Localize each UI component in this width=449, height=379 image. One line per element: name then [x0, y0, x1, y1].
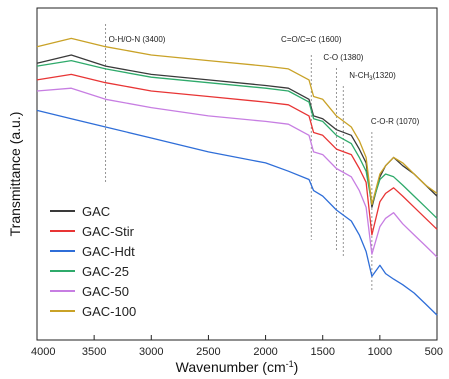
legend-label: GAC	[82, 204, 110, 219]
x-tick-label: 2000	[253, 346, 277, 358]
x-tick-label: 500	[425, 346, 443, 358]
series-line-gac-25	[36, 59, 438, 219]
annotation-lines	[105, 24, 373, 290]
legend-label: GAC-50	[82, 284, 129, 299]
x-tick-label: 1500	[310, 346, 334, 358]
series-line-gac-100	[36, 37, 438, 206]
x-tick-label: 3000	[139, 346, 163, 358]
series-lines	[36, 37, 438, 316]
legend: GAC GAC-Stir GAC-Hdt GAC-25 GAC-50 GAC-100	[50, 204, 136, 319]
annotation-label: C-O-R (1070)	[371, 117, 420, 126]
x-tick-label: 1000	[368, 346, 392, 358]
legend-label: GAC-25	[82, 264, 129, 279]
y-axis-title: Transmittance (a.u.)	[7, 112, 23, 237]
annotation-labels: O-H/O-N (3400) C=O/C=C (1600) C-O (1380) N-…	[109, 35, 420, 126]
plot-frame	[36, 7, 438, 341]
series-line-gac-hdt	[36, 109, 438, 316]
annotation-label: C=O/C=C (1600)	[281, 35, 342, 44]
series-line-gac	[36, 54, 438, 208]
annotation-label: N-CH3(1320)	[349, 71, 396, 82]
annotation-label: C-O (1380)	[323, 53, 363, 62]
x-tick-label: 4000	[31, 346, 55, 358]
x-tick-label: 3500	[82, 346, 106, 358]
annotation-label: O-H/O-N (3400)	[109, 35, 166, 44]
x-tick-label: 2500	[196, 346, 220, 358]
legend-label: GAC-Stir	[82, 224, 135, 239]
legend-label: GAC-100	[82, 304, 136, 319]
legend-label: GAC-Hdt	[82, 244, 135, 259]
x-axis-title: Wavenumber (cm-1)	[176, 359, 299, 375]
series-line-gac-50	[36, 87, 438, 258]
series-line-gac-stir	[36, 73, 438, 236]
x-axis-ticks: 4000 3500 3000 2500 2000 1500 1000 500	[31, 335, 443, 358]
